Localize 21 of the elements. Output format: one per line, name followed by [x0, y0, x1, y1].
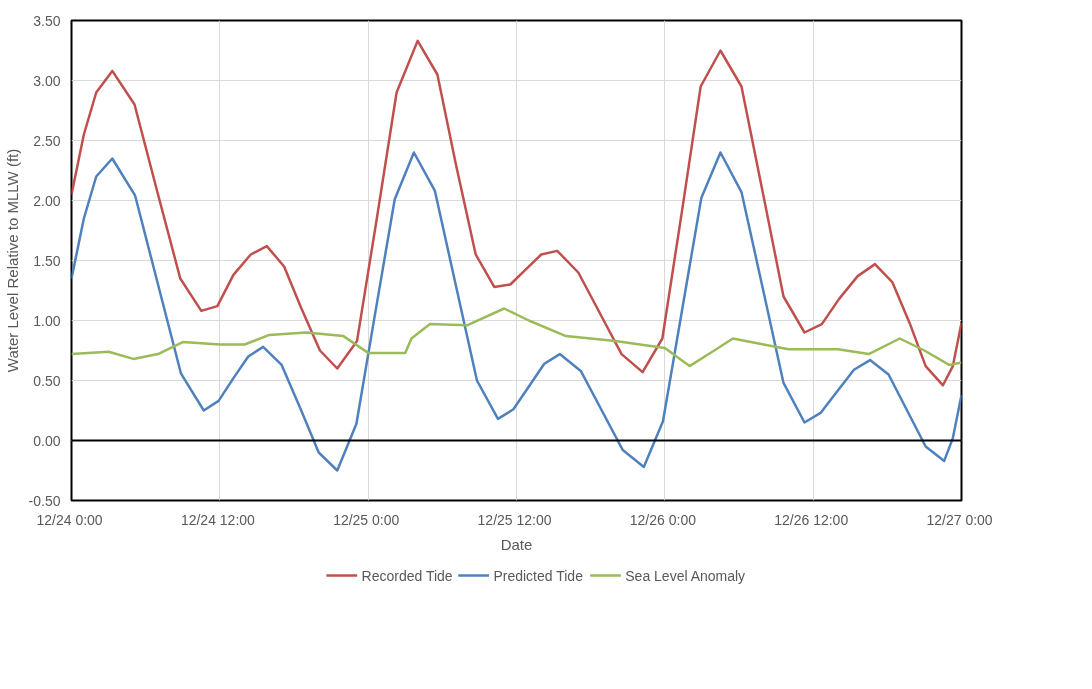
y-tick-label: 2.00	[33, 192, 61, 209]
y-tick-label: 0.50	[33, 372, 61, 389]
legend-label: Predicted Tide	[493, 567, 584, 584]
legend-label: Recorded Tide	[361, 567, 453, 584]
y-tick-label: 1.50	[33, 252, 61, 269]
x-axis-title: Date	[500, 535, 533, 553]
y-tick-label: 1.00	[33, 312, 61, 329]
y-axis-title: Water Level Relative to MLLW (ft)	[3, 148, 21, 373]
x-tick-label: 12/24 0:00	[36, 511, 103, 528]
x-tick-label: 12/24 12:00	[180, 511, 256, 528]
y-tick-label: 3.50	[33, 12, 61, 29]
x-tick-label: 12/25 0:00	[333, 511, 400, 528]
x-tick-label: 12/25 12:00	[477, 511, 552, 528]
x-tick-label: 12/27 0:00	[926, 511, 993, 528]
y-tick-label: 2.50	[33, 132, 61, 149]
legend-label: Sea Level Anomaly	[625, 567, 746, 584]
y-tick-label: 0.00	[33, 432, 61, 449]
x-tick-label: 12/26 12:00	[774, 511, 849, 528]
x-tick-label: 12/26 0:00	[629, 511, 697, 528]
y-tick-label: 3.00	[33, 72, 61, 89]
y-tick-label: -0.50	[28, 492, 61, 509]
